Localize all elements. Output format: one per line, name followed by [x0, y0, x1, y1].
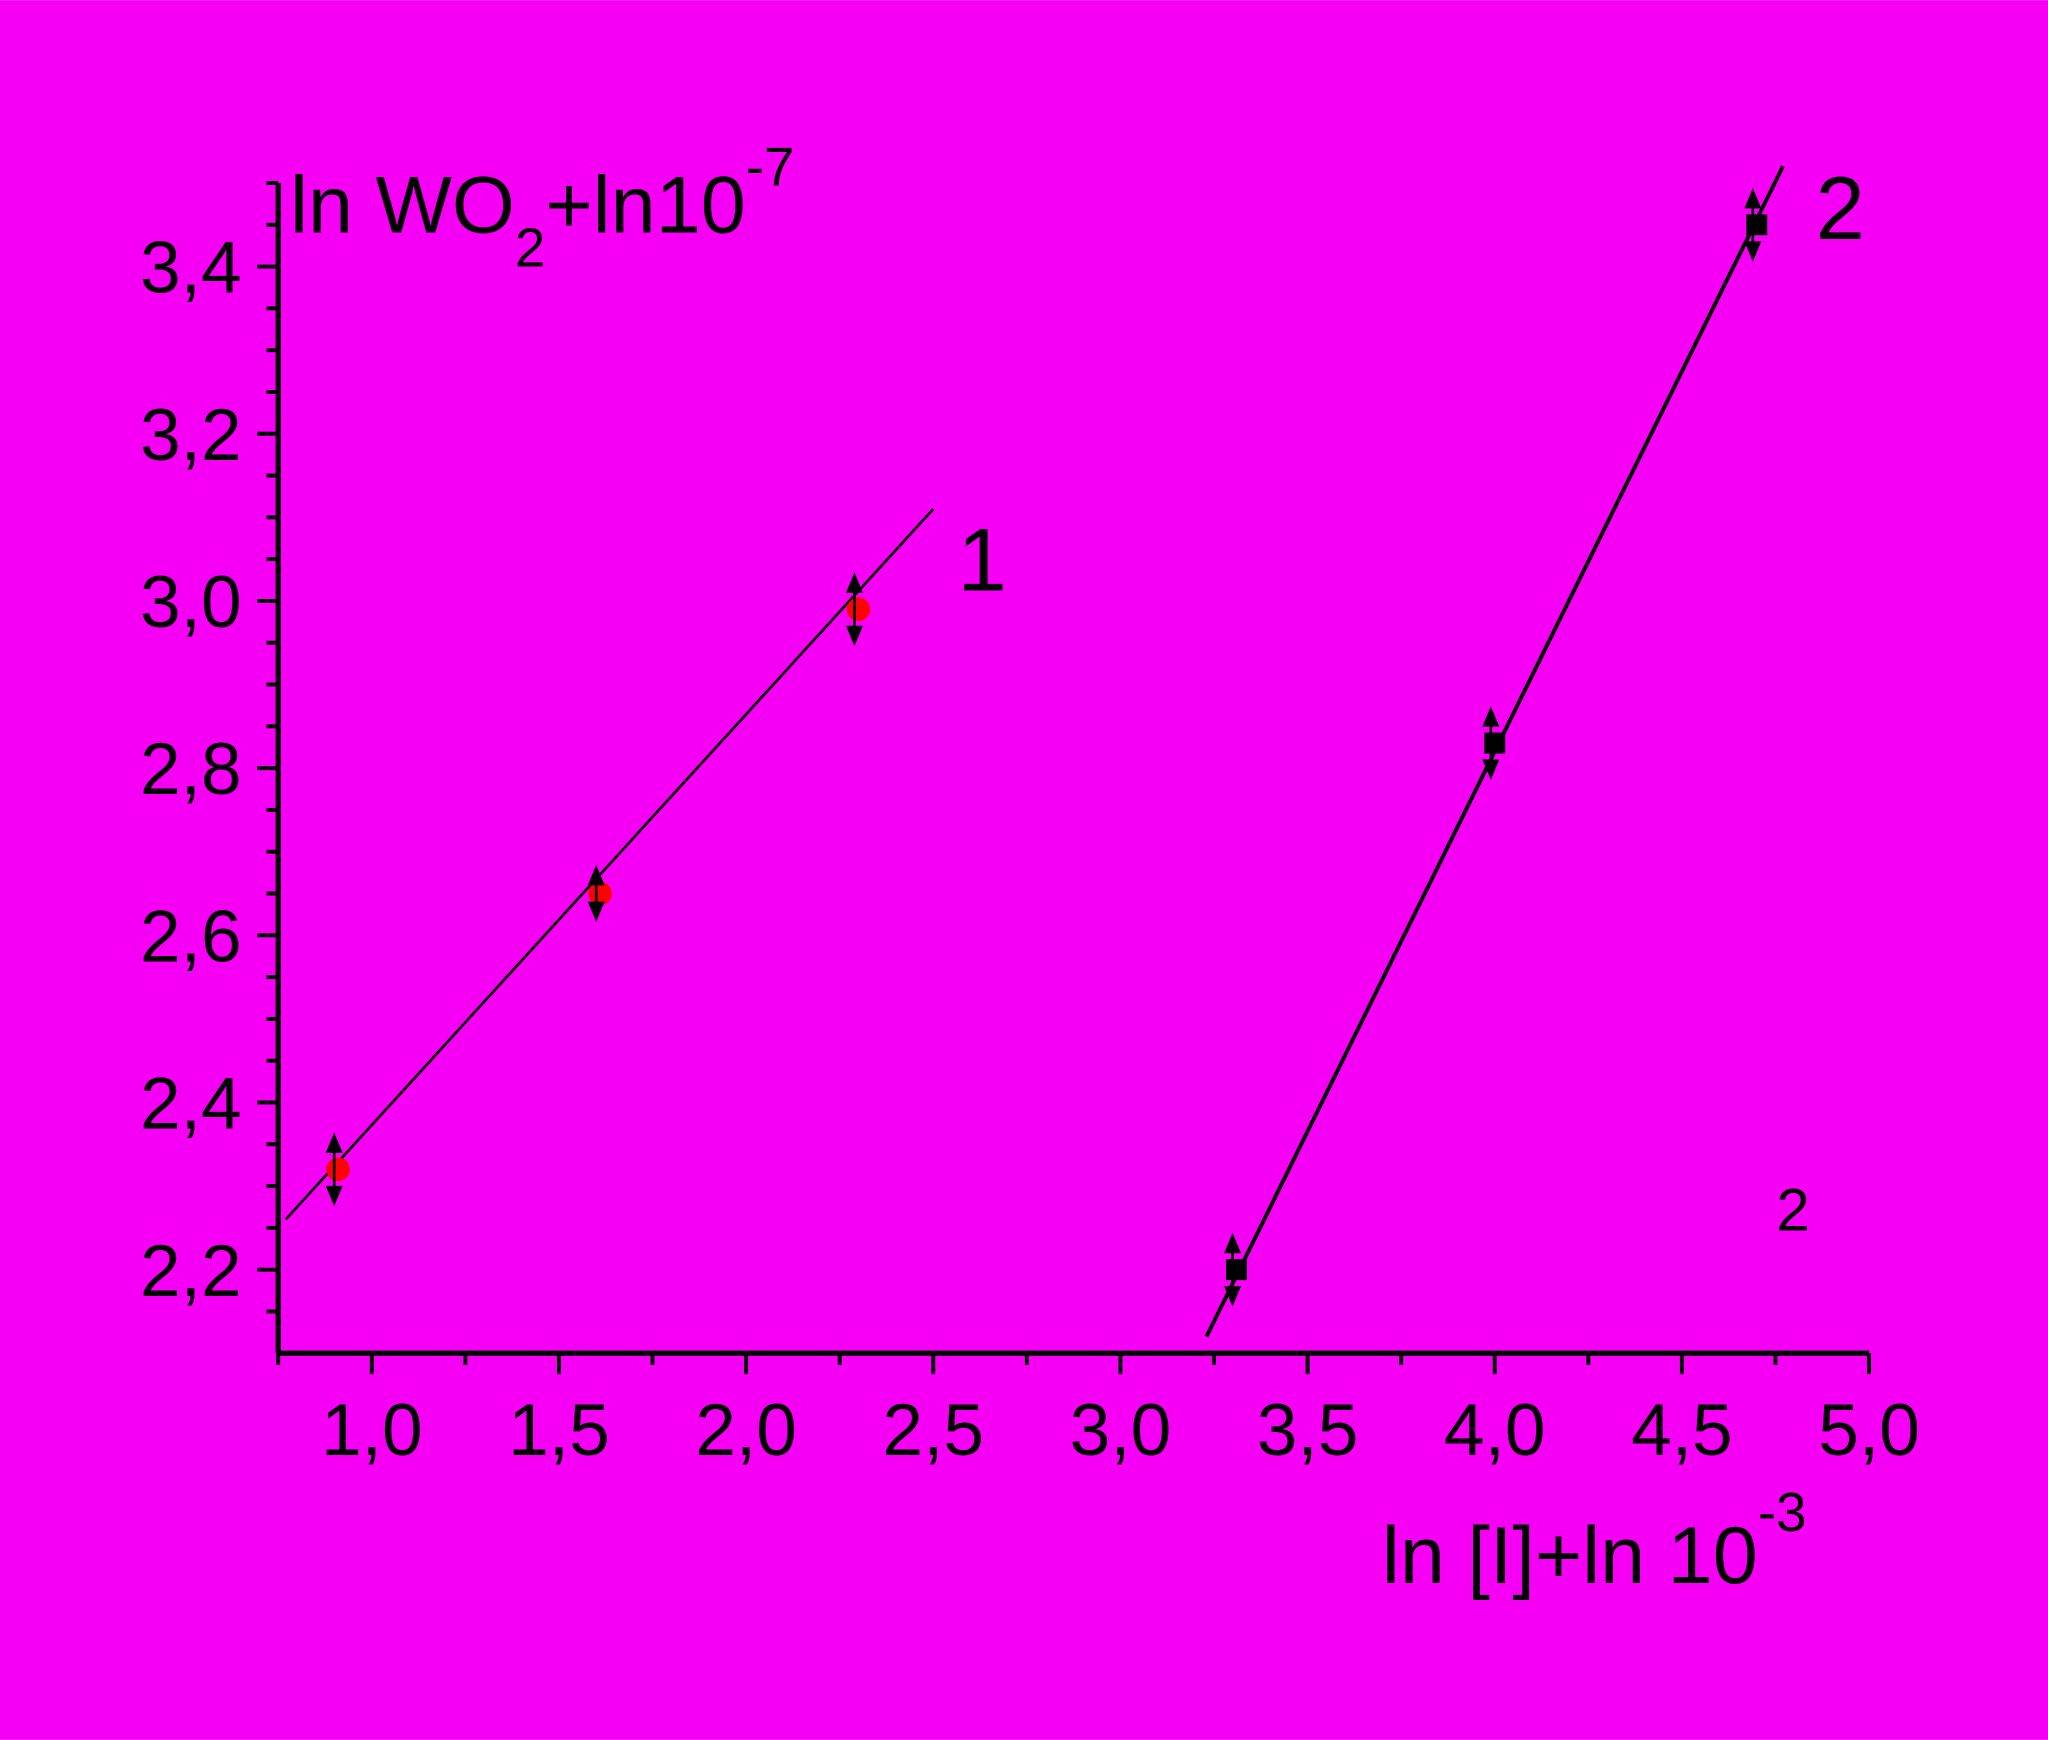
error-bar [1744, 187, 1762, 262]
series-label: 1 [957, 510, 1006, 609]
error-bar [845, 572, 863, 647]
y-tick-label: 2,6 [140, 896, 242, 977]
point [1226, 1259, 1247, 1281]
error-bar [587, 865, 605, 922]
x-tick-label: 1,0 [321, 1390, 423, 1471]
x-tick-label: 5,0 [1818, 1390, 1920, 1471]
x-tick-label: 2,5 [882, 1390, 984, 1471]
annotation: 2 [1776, 1176, 1809, 1243]
x-tick-label: 4,0 [1444, 1390, 1546, 1471]
x-tick-label: 2,0 [695, 1390, 797, 1471]
y-tick-label: 2,8 [140, 729, 242, 810]
y-tick-label: 3,0 [140, 562, 242, 643]
point [588, 881, 612, 906]
x-tick-label: 4,5 [1631, 1390, 1733, 1471]
y-label-sup: -7 [746, 136, 795, 198]
point [1484, 732, 1506, 754]
y-tick-label: 2,2 [140, 1231, 242, 1312]
y-tick-label: 3,4 [140, 228, 242, 309]
point [1746, 214, 1768, 236]
x-label-sup: -3 [1758, 1481, 1807, 1543]
point [846, 597, 871, 622]
x-tick-label: 3,5 [1257, 1390, 1359, 1471]
point [326, 1157, 350, 1182]
error-bar [1224, 1232, 1242, 1307]
fit-line [284, 508, 935, 1221]
x-tick-label: 1,5 [508, 1390, 610, 1471]
error-bar [325, 1132, 343, 1207]
y-axis-label: ln WO2+ln10-7 [290, 136, 795, 279]
y-label-sub: 2 [515, 217, 546, 279]
y-label-part: ln WO [290, 161, 515, 251]
y-tick-label: 3,2 [140, 395, 242, 476]
y-label-part: +ln10 [545, 161, 745, 251]
error-bar [1482, 706, 1500, 780]
x-label-part: ln [I]+ln 10 [1382, 1511, 1758, 1601]
x-axis-label: ln [I]+ln 10-3 [1382, 1481, 1807, 1601]
series-label: 2 [1816, 159, 1865, 258]
x-tick-label: 3,0 [1070, 1390, 1172, 1471]
y-tick-label: 2,4 [140, 1064, 242, 1145]
